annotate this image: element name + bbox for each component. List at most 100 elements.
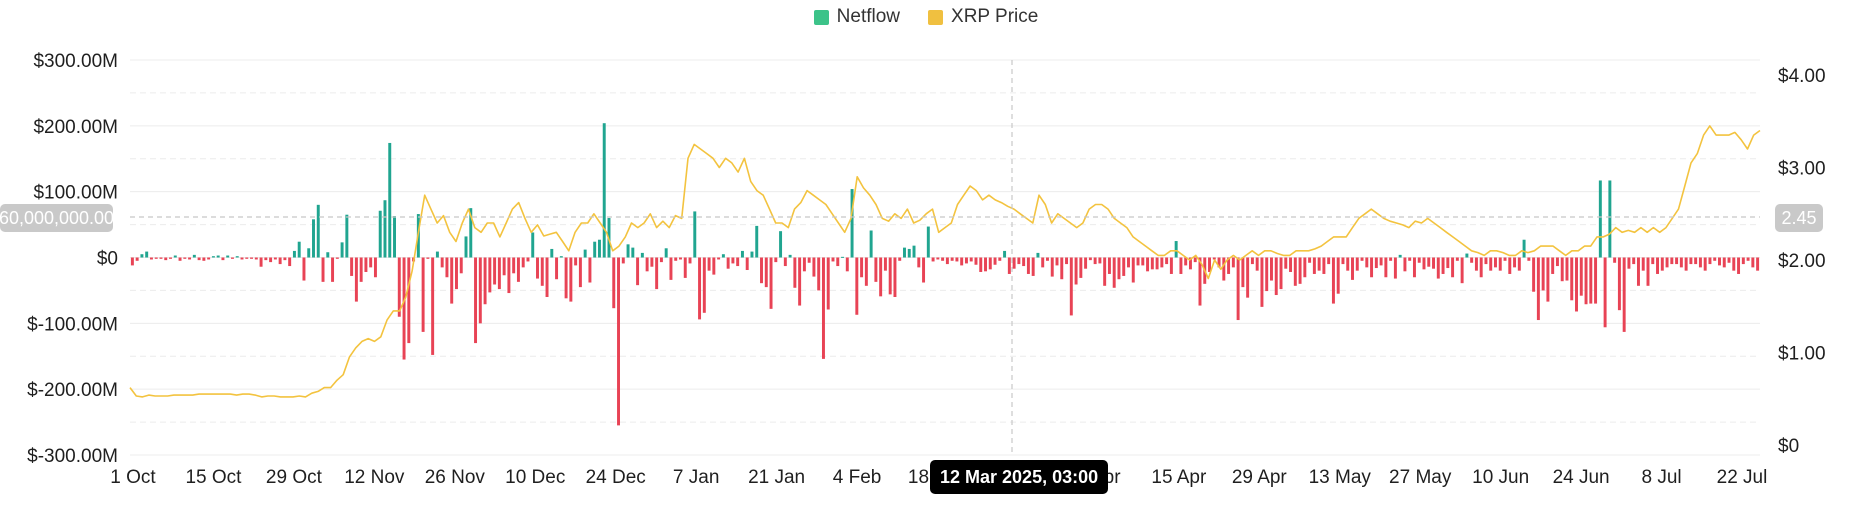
x-tick-label: 7 Jan <box>673 467 719 488</box>
legend: Netflow XRP Price <box>0 6 1852 28</box>
netflow-bar <box>1227 257 1231 274</box>
netflow-bar <box>817 257 821 291</box>
y-right-tick-label: $1.00 <box>1778 344 1826 365</box>
legend-item-xrp-price[interactable]: XRP Price <box>928 6 1038 28</box>
netflow-bar <box>769 257 773 309</box>
netflow-bar <box>1617 257 1621 311</box>
netflow-bar <box>149 257 153 260</box>
netflow-bar <box>1317 257 1321 271</box>
netflow-bar <box>373 257 377 278</box>
crosshair-left-value: 60,000,000.00 <box>0 204 114 232</box>
netflow-bar <box>1751 257 1755 268</box>
netflow-bar <box>435 251 439 258</box>
netflow-bar <box>378 210 382 258</box>
netflow-bar <box>1689 257 1693 265</box>
netflow-bar <box>869 230 873 258</box>
netflow-bar <box>1198 257 1202 306</box>
netflow-bar <box>1408 257 1412 261</box>
netflow-bar <box>402 257 406 360</box>
netflow-bar <box>793 257 797 288</box>
netflow-bar <box>550 248 554 258</box>
netflow-bar <box>312 219 315 258</box>
netflow-bar <box>583 249 587 258</box>
netflow-bar <box>1341 257 1345 265</box>
x-tick-label: 29 Apr <box>1232 467 1288 488</box>
netflow-bar <box>1312 257 1316 274</box>
netflow-bar <box>474 257 478 344</box>
netflow-bar <box>764 257 768 288</box>
netflow-bar <box>536 257 539 279</box>
netflow-bar <box>912 245 916 258</box>
netflow-bar <box>1003 250 1007 258</box>
netflow-bar <box>1351 257 1354 280</box>
netflow-bar <box>154 257 158 259</box>
netflow-bar <box>659 257 663 263</box>
netflow-bar <box>898 257 902 261</box>
netflow-bar <box>1498 257 1502 271</box>
netflow-bar <box>283 257 287 261</box>
netflow-bar <box>1508 257 1512 274</box>
netflow-bar <box>1007 257 1011 274</box>
netflow-bar <box>526 257 530 262</box>
netflow-bar <box>945 257 949 265</box>
netflow-bar <box>922 257 926 283</box>
y-right-tick-label: $0 <box>1778 436 1799 457</box>
legend-item-netflow[interactable]: Netflow <box>813 6 900 28</box>
netflow-bar <box>879 257 883 297</box>
y-right-tick-label: $4.00 <box>1778 66 1826 87</box>
netflow-bar <box>1627 257 1631 269</box>
netflow-bar <box>1155 257 1159 270</box>
y-left-tick-label: $0 <box>97 249 118 270</box>
netflow-bar <box>226 255 230 258</box>
netflow-bar <box>140 254 144 258</box>
netflow-bar <box>693 211 697 258</box>
netflow-bar <box>712 257 716 275</box>
netflow-bar <box>1551 257 1555 274</box>
netflow-bar <box>984 257 987 272</box>
netflow-bar <box>655 257 659 290</box>
x-tick-label: 1 Oct <box>110 467 156 488</box>
netflow-bar <box>1546 257 1550 302</box>
netflow-bar <box>164 257 168 261</box>
netflow-bar <box>788 254 792 258</box>
netflow-bar <box>802 257 806 272</box>
netflow-bar <box>1050 257 1054 277</box>
netflow-bar <box>783 257 787 267</box>
netflow-bar <box>1660 257 1664 271</box>
netflow-bar <box>1017 257 1021 265</box>
netflow-bar <box>1331 257 1335 304</box>
netflow-bar <box>1269 257 1273 281</box>
netflow-bar <box>774 257 778 263</box>
netflow-bar <box>1565 257 1569 281</box>
netflow-bar <box>1532 257 1536 292</box>
netflow-bar <box>1737 257 1741 274</box>
netflow-bar <box>621 257 625 264</box>
netflow-bar <box>1012 257 1016 269</box>
netflow-bar <box>1260 257 1264 307</box>
netflow-bar <box>1527 257 1531 261</box>
netflow-bar <box>745 257 749 271</box>
legend-label-xrp-price: XRP Price <box>951 6 1039 27</box>
netflow-bar <box>807 257 811 263</box>
netflow-bar <box>569 257 573 302</box>
netflow-swatch-icon <box>813 9 829 25</box>
netflow-bar <box>969 257 973 262</box>
netflow-bar <box>1093 257 1097 265</box>
netflow-bar <box>169 257 172 259</box>
netflow-bar <box>1641 257 1645 271</box>
netflow-bar <box>354 257 358 302</box>
netflow-bar <box>364 257 368 272</box>
netflow-bar <box>521 257 525 268</box>
x-tick-label: 27 May <box>1389 467 1452 488</box>
netflow-bar <box>1117 257 1121 280</box>
netflow-bar <box>931 257 935 262</box>
netflow-bar <box>1208 257 1211 272</box>
netflow-bar <box>1131 257 1135 283</box>
netflow-bar <box>1141 257 1145 266</box>
netflow-bar <box>1217 257 1221 268</box>
y-left-tick-label: $100.00M <box>33 183 118 204</box>
netflow-bar <box>1098 257 1102 264</box>
netflow-bar <box>1622 257 1626 332</box>
netflow-bar <box>626 244 630 258</box>
